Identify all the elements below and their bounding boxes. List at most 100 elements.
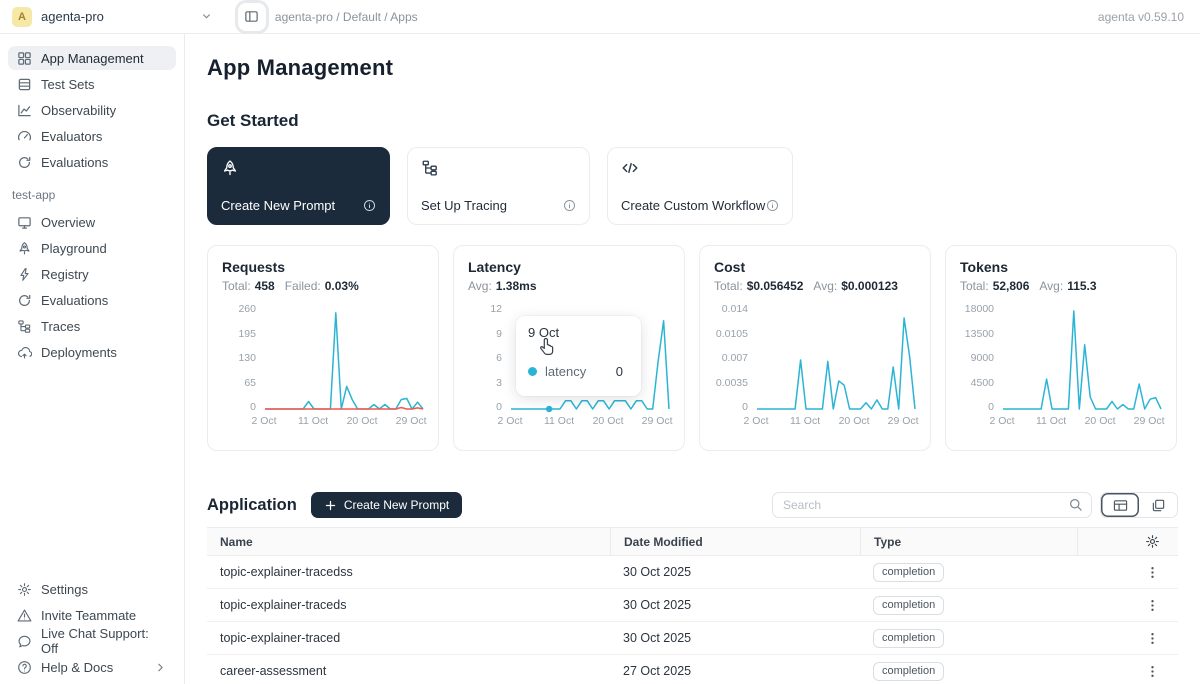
- sidebar-item-test-sets[interactable]: Test Sets: [8, 72, 176, 96]
- sidebar-item-label: Test Sets: [41, 77, 94, 92]
- chevron-right-icon: [154, 661, 167, 674]
- sidebar-item-app-evaluations[interactable]: Evaluations: [8, 288, 176, 312]
- sidebar-item-deployments[interactable]: Deployments: [8, 340, 176, 364]
- y-axis-tick-label: 0.007: [714, 352, 748, 364]
- info-icon[interactable]: [766, 199, 779, 212]
- requests-chart[interactable]: 0651301952602 Oct11 Oct20 Oct29 Oct: [222, 305, 426, 431]
- get-started-cards: Create New Prompt Set Up Tracing Create …: [207, 147, 1178, 225]
- sidebar-item-label: Overview: [41, 215, 95, 230]
- search-box: [772, 492, 1092, 518]
- agenta-dashboard: A agenta-pro agenta-pro / Default / Apps…: [0, 0, 1200, 684]
- y-axis-tick-label: 4500: [960, 377, 994, 389]
- gauge-icon: [17, 129, 32, 144]
- x-axis-tick-label: 2 Oct: [240, 415, 288, 427]
- tokens-chart[interactable]: 04500900013500180002 Oct11 Oct20 Oct29 O…: [960, 305, 1164, 431]
- card-view-button[interactable]: [1139, 493, 1177, 517]
- date-modified: 30 Oct 2025: [610, 598, 860, 612]
- app-name[interactable]: topic-explainer-traced: [207, 631, 610, 645]
- sidebar-item-evaluations[interactable]: Evaluations: [8, 150, 176, 174]
- type-badge: completion: [873, 629, 944, 648]
- bolt-icon: [17, 267, 32, 282]
- x-axis-tick-label: 2 Oct: [732, 415, 780, 427]
- table-header: Name Date Modified Type: [207, 528, 1178, 556]
- sidebar-item-traces[interactable]: Traces: [8, 314, 176, 338]
- view-toggle: [1100, 492, 1178, 518]
- sidebar-item-registry[interactable]: Registry: [8, 262, 176, 286]
- card-label: Create New Prompt: [221, 198, 335, 213]
- sidebar-item-label: Traces: [41, 319, 80, 334]
- search-icon[interactable]: [1068, 497, 1083, 512]
- info-icon[interactable]: [363, 199, 376, 212]
- y-axis-tick-label: 0: [960, 401, 994, 413]
- column-settings-gear-icon[interactable]: [1145, 534, 1160, 549]
- sidebar-item-playground[interactable]: Playground: [8, 236, 176, 260]
- y-axis-tick-label: 65: [222, 377, 256, 389]
- sidebar-item-evaluators[interactable]: Evaluators: [8, 124, 176, 148]
- applications-table: Name Date Modified Type topic-explainer-…: [207, 527, 1178, 684]
- sidebar-item-app-management[interactable]: App Management: [8, 46, 176, 70]
- chevron-down-icon[interactable]: [200, 10, 213, 23]
- search-input[interactable]: [772, 492, 1092, 518]
- app-name[interactable]: topic-explainer-tracedss: [207, 565, 610, 579]
- chart-stats: Total:458 Failed:0.03%: [222, 279, 424, 293]
- tooltip-series-label: latency: [545, 364, 586, 379]
- requests-plot-area: [264, 309, 426, 415]
- panel-left-icon: [244, 9, 259, 24]
- pointer-cursor-icon: [538, 338, 556, 356]
- column-header-name[interactable]: Name: [207, 535, 610, 549]
- app-name[interactable]: career-assessment: [207, 664, 610, 678]
- get-started-heading: Get Started: [207, 111, 1178, 131]
- create-new-prompt-button[interactable]: Create New Prompt: [311, 492, 462, 518]
- cost-series-line: [757, 318, 915, 409]
- x-axis-tick-label: 29 Oct: [879, 415, 927, 427]
- breadcrumb[interactable]: agenta-pro / Default / Apps: [275, 10, 418, 24]
- x-axis-tick-label: 20 Oct: [584, 415, 632, 427]
- set-up-tracing-card[interactable]: Set Up Tracing: [407, 147, 590, 225]
- y-axis-tick-label: 195: [222, 328, 256, 340]
- row-menu-icon[interactable]: [1145, 631, 1160, 646]
- tracing-tree-icon: [421, 159, 439, 177]
- row-menu-icon[interactable]: [1145, 598, 1160, 613]
- table-view-button[interactable]: [1101, 493, 1139, 517]
- sidebar-item-settings[interactable]: Settings: [8, 577, 176, 601]
- type-badge: completion: [873, 596, 944, 615]
- code-icon: [621, 159, 639, 177]
- workspace-name[interactable]: agenta-pro: [41, 9, 104, 24]
- sidebar-item-overview[interactable]: Overview: [8, 210, 176, 234]
- table-row[interactable]: topic-explainer-tracedss 30 Oct 2025 com…: [207, 556, 1178, 589]
- type-badge: completion: [873, 662, 944, 681]
- refresh-icon: [17, 293, 32, 308]
- app-name[interactable]: topic-explainer-traceds: [207, 598, 610, 612]
- sidebar-item-live-chat-support[interactable]: Live Chat Support: Off: [8, 629, 176, 653]
- chart-title: Requests: [222, 259, 424, 275]
- sidebar-item-observability[interactable]: Observability: [8, 98, 176, 122]
- table-row[interactable]: topic-explainer-traced 30 Oct 2025 compl…: [207, 622, 1178, 655]
- sidebar-bottom-group: Settings Invite Teammate Live Chat Suppo…: [8, 577, 176, 681]
- y-axis-tick-label: 130: [222, 352, 256, 364]
- column-header-type[interactable]: Type: [860, 528, 1077, 555]
- grid-icon: [17, 51, 32, 66]
- y-axis-tick-label: 260: [222, 303, 256, 315]
- sidebar-toggle-button[interactable]: [240, 5, 264, 29]
- tokens-series-line: [1003, 311, 1161, 409]
- info-icon[interactable]: [563, 199, 576, 212]
- row-menu-icon[interactable]: [1145, 664, 1160, 679]
- sidebar-item-invite-teammate[interactable]: Invite Teammate: [8, 603, 176, 627]
- create-custom-workflow-card[interactable]: Create Custom Workflow: [607, 147, 793, 225]
- column-header-date-modified[interactable]: Date Modified: [610, 528, 860, 555]
- sidebar-item-help-docs[interactable]: Help & Docs: [8, 655, 176, 679]
- chart-title: Tokens: [960, 259, 1162, 275]
- type-badge: completion: [873, 563, 944, 582]
- create-new-prompt-card[interactable]: Create New Prompt: [207, 147, 390, 225]
- workspace-avatar: A: [12, 7, 32, 27]
- table-row[interactable]: topic-explainer-traceds 30 Oct 2025 comp…: [207, 589, 1178, 622]
- table-row[interactable]: career-assessment 27 Oct 2025 completion: [207, 655, 1178, 684]
- row-menu-icon[interactable]: [1145, 565, 1160, 580]
- x-axis-tick-label: 29 Oct: [387, 415, 435, 427]
- monitor-icon: [17, 215, 32, 230]
- metrics-cards: Requests Total:458 Failed:0.03% 0 65 130 19…: [207, 245, 1178, 451]
- cost-chart[interactable]: 00.00350.0070.01050.0142 Oct11 Oct20 Oct…: [714, 305, 918, 431]
- page-title: App Management: [207, 55, 1178, 81]
- y-axis-tick-label: 0.0105: [714, 328, 748, 340]
- sidebar-item-label: Help & Docs: [41, 660, 113, 675]
